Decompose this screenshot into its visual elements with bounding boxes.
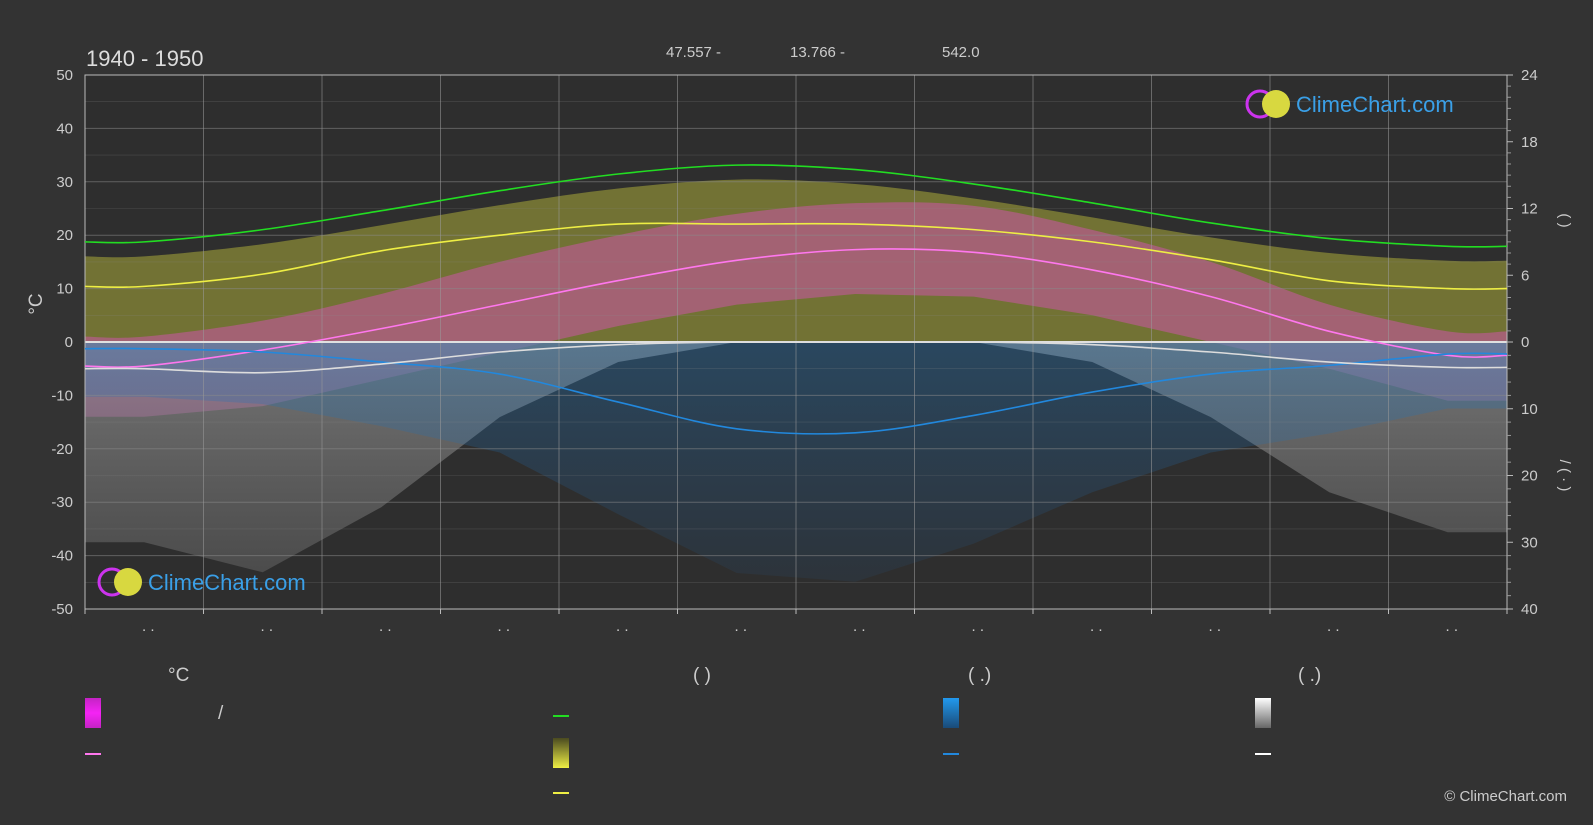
left-axis-tick: -30 bbox=[51, 494, 73, 511]
left-axis-tick: -10 bbox=[51, 387, 73, 404]
legend-temp-header: °C bbox=[168, 665, 190, 686]
legend-temp-range-swatch bbox=[85, 698, 101, 728]
legend-snow-header: ( .) bbox=[1298, 665, 1322, 686]
left-axis-tick: 30 bbox=[56, 174, 73, 191]
latitude-label: 47.557 - bbox=[666, 44, 722, 61]
x-axis-tick-label: . . bbox=[853, 618, 866, 635]
right-axis-bottom-tick: 40 bbox=[1521, 601, 1538, 618]
longitude-label: 13.766 - bbox=[790, 44, 846, 61]
right-axis-bottom-tick: 30 bbox=[1521, 534, 1538, 551]
x-axis-tick-label: . . bbox=[497, 618, 510, 635]
legend-sun-header: ( ) bbox=[693, 665, 711, 686]
left-axis-tick: 20 bbox=[56, 227, 73, 244]
legend-sunshine-range-swatch bbox=[553, 738, 569, 768]
right-axis-bottom-tick: 10 bbox=[1521, 401, 1538, 418]
climechart-logo-bottom: ClimeChart.com bbox=[97, 567, 306, 597]
left-axis-unit: °C bbox=[26, 293, 47, 314]
right-axis-top-tick: 24 bbox=[1521, 67, 1538, 84]
legend-temp-range-label: / bbox=[218, 703, 224, 724]
right-axis-top-tick: 6 bbox=[1521, 267, 1529, 284]
legend-snow-range-swatch bbox=[1255, 698, 1271, 728]
legend-sunshine-mean-swatch bbox=[553, 792, 569, 794]
chart-title: 1940 - 1950 bbox=[86, 46, 204, 71]
right-axis-bottom-tick: 20 bbox=[1521, 468, 1538, 485]
left-axis-tick: 0 bbox=[65, 334, 73, 351]
left-axis-tick: 10 bbox=[56, 281, 73, 298]
x-axis-tick-label: . . bbox=[1090, 618, 1103, 635]
x-axis-tick-label: . . bbox=[1327, 618, 1340, 635]
snow-line bbox=[84, 341, 1508, 374]
x-axis-tick-label: . . bbox=[971, 618, 984, 635]
temperature-mean-line bbox=[84, 248, 1508, 369]
x-axis-tick-label: . . bbox=[379, 618, 392, 635]
right-axis-bottom-label: / ( · ) bbox=[1556, 460, 1573, 492]
chart-lines bbox=[84, 164, 1508, 435]
legend-rain-header: ( .) bbox=[968, 665, 992, 686]
daylight-line bbox=[84, 164, 1508, 248]
legend-snow-mean-swatch bbox=[1255, 753, 1271, 755]
x-axis-tick-label: . . bbox=[260, 618, 273, 635]
x-axis-tick-label: . . bbox=[616, 618, 629, 635]
rain-line bbox=[84, 347, 1508, 435]
climechart-logo-top: ClimeChart.com bbox=[1245, 89, 1454, 119]
x-axis-tick-label: . . bbox=[142, 618, 155, 635]
right-axis-top-label: ( ) bbox=[1556, 213, 1573, 227]
legend-temp-mean-swatch bbox=[85, 753, 101, 755]
svg-text:ClimeChart.com: ClimeChart.com bbox=[148, 570, 306, 595]
left-axis-tick: 40 bbox=[56, 120, 73, 137]
right-axis-top-tick: 12 bbox=[1521, 201, 1538, 218]
copyright: © ClimeChart.com bbox=[1444, 788, 1567, 805]
x-axis-tick-label: . . bbox=[1208, 618, 1221, 635]
x-axis-tick-label: . . bbox=[1445, 618, 1458, 635]
left-axis-tick: -50 bbox=[51, 601, 73, 618]
elevation-label: 542.0 bbox=[942, 44, 980, 61]
left-axis-tick: -20 bbox=[51, 441, 73, 458]
legend-rain-mean-swatch bbox=[943, 753, 959, 755]
left-axis-tick: -40 bbox=[51, 548, 73, 565]
legend-daylight-swatch bbox=[553, 715, 569, 717]
right-axis-top-tick: 0 bbox=[1521, 334, 1529, 351]
svg-text:ClimeChart.com: ClimeChart.com bbox=[1296, 92, 1454, 117]
x-axis-tick-label: . . bbox=[734, 618, 747, 635]
legend-rain-range-swatch bbox=[943, 698, 959, 728]
left-axis-tick: 50 bbox=[56, 67, 73, 84]
sunshine-line bbox=[84, 222, 1508, 290]
chart-axes: 50 40 30 20 10 0 -10 -20 -30 -40 -50 °C 24 18 12 6 0 10 20… bbox=[26, 67, 1573, 635]
right-axis-top-tick: 18 bbox=[1521, 134, 1538, 151]
climate-chart: 50 40 30 20 10 0 -10 -20 -30 -40 -50 °C 24 18 12 6 0 10 20… bbox=[26, 67, 1573, 635]
